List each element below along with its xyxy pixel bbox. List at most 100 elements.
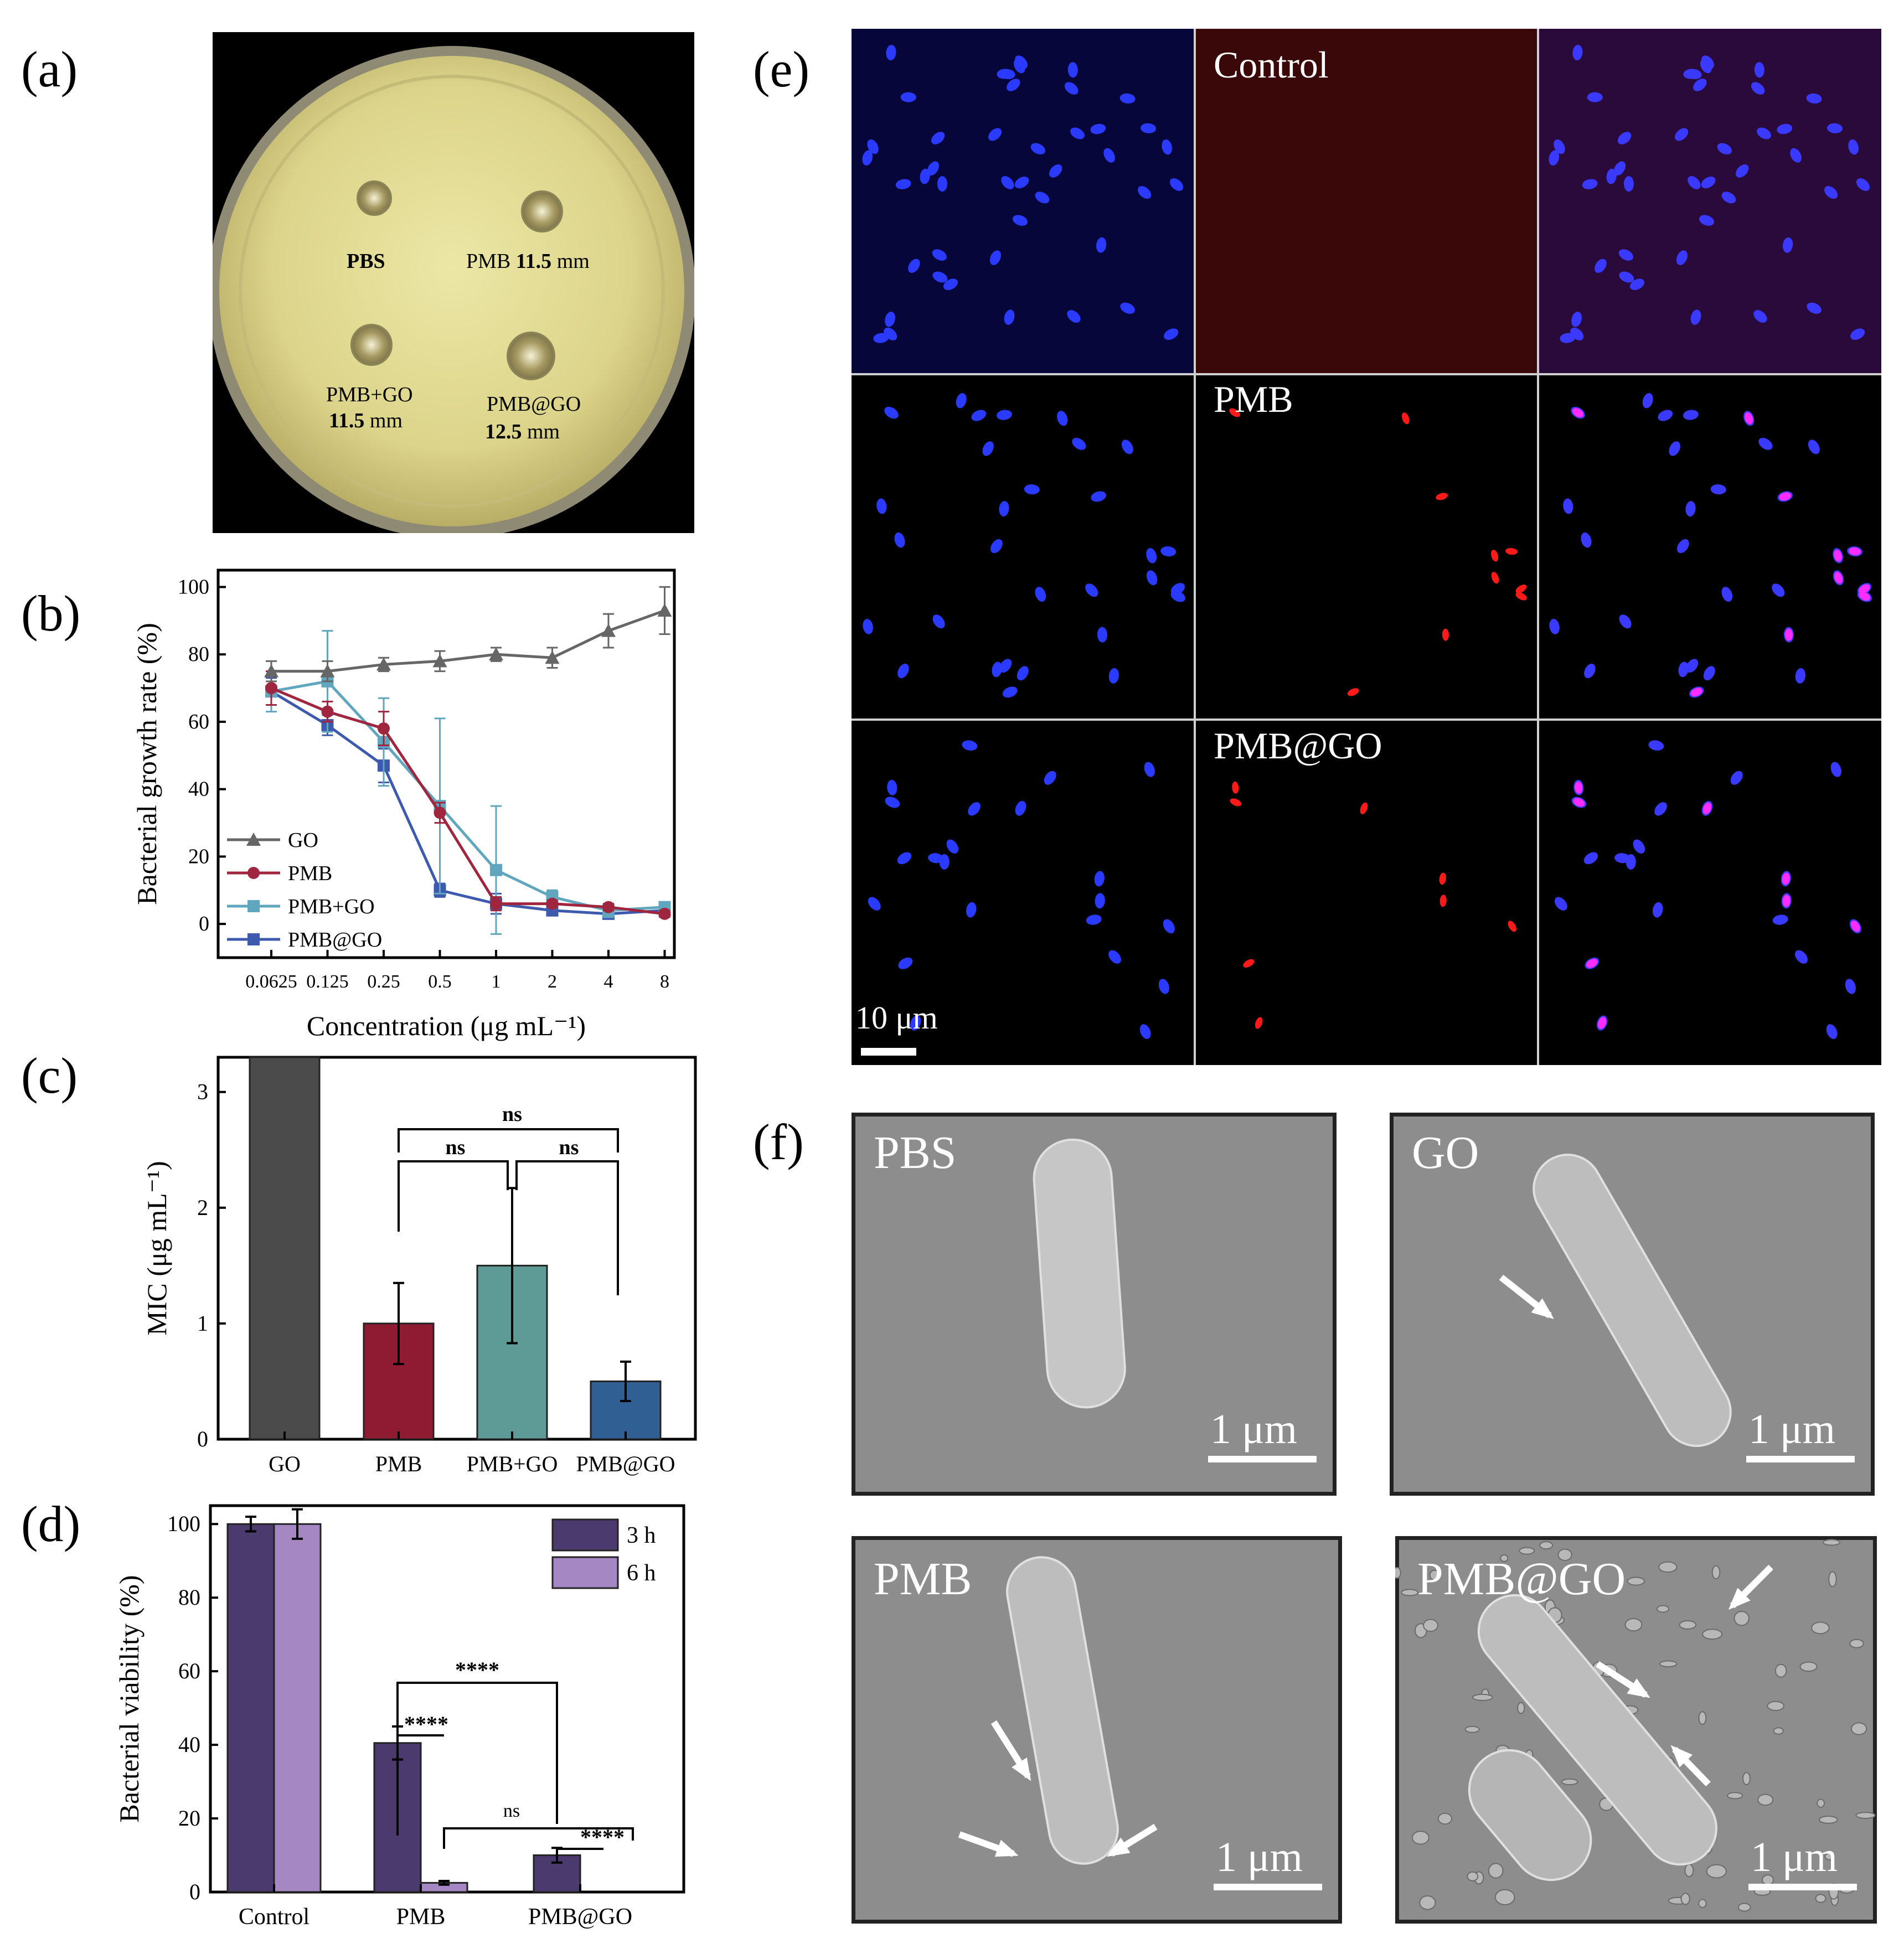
legend-label: GO xyxy=(288,829,318,852)
data-point xyxy=(434,807,446,819)
fluor-row-label-pmb: PMB xyxy=(1214,378,1293,420)
bacterium-merge xyxy=(1795,950,1808,964)
sig-bracket xyxy=(443,1827,634,1849)
go-particle xyxy=(1423,1619,1438,1632)
bacterium-merge xyxy=(1826,1024,1838,1039)
sem-label: GO xyxy=(1412,1127,1479,1178)
bacterium-blue xyxy=(894,533,905,548)
bacterium-blue xyxy=(971,410,987,421)
bacterium-merge xyxy=(1753,310,1767,323)
bacterium-blue xyxy=(1091,491,1106,502)
bacterium-blue xyxy=(1014,59,1025,74)
bacterium-blue xyxy=(1103,148,1115,163)
bacterium-merge xyxy=(1700,59,1712,74)
bacterium-merge xyxy=(1730,771,1743,785)
bacterium-merge xyxy=(1587,92,1603,102)
bacterium-dead-merge xyxy=(1782,895,1791,907)
bacterium-red xyxy=(1402,412,1410,425)
bacterium-merge xyxy=(1581,533,1592,548)
bacterium-merge xyxy=(1758,437,1773,450)
go-particle xyxy=(1824,1852,1835,1860)
bar-Control-3 h xyxy=(226,1523,275,1893)
bacterium-merge xyxy=(1669,441,1680,456)
bacterium-blue xyxy=(968,802,981,816)
sem-micrograph: GO 1 μm xyxy=(1390,1113,1875,1496)
sem-scale-label: 1 μm xyxy=(1751,1834,1838,1880)
sem-scale-bar xyxy=(1214,1884,1322,1890)
bacterium-blue xyxy=(920,168,930,184)
bacterium-cell xyxy=(1006,1556,1119,1865)
go-particle xyxy=(1429,1569,1440,1581)
damage-arrow-head xyxy=(1107,1837,1131,1857)
bacterium-blue xyxy=(897,852,912,865)
go-particle xyxy=(1698,1899,1707,1908)
bacterium-merge xyxy=(1808,440,1820,454)
bacterium-blue xyxy=(1004,309,1015,325)
bacterium-blue xyxy=(997,410,1012,420)
legend-label: PMB xyxy=(288,862,332,885)
go-particle xyxy=(1737,1903,1751,1912)
bacterium-merge xyxy=(1782,237,1793,253)
bacterium-blue xyxy=(1017,666,1029,681)
bacterium-blue xyxy=(1044,771,1056,785)
bacterium-merge xyxy=(1619,614,1632,629)
bacterium-merge xyxy=(1676,250,1688,265)
bacterium-merge xyxy=(1848,139,1859,155)
bacterium-blue xyxy=(1169,178,1184,191)
sem-micrograph: PMB@GO 1 μm xyxy=(1395,1536,1877,1924)
y-axis-title: Bacterial growth rate (%) xyxy=(131,623,162,904)
go-particle xyxy=(1467,1871,1479,1882)
fluor-scale-label: 10 μm xyxy=(855,1000,938,1036)
bacterium-merge xyxy=(1856,178,1870,191)
bacterium-blue xyxy=(946,839,959,854)
bacterium-merge xyxy=(1703,666,1715,681)
damage-arrow-head xyxy=(1728,1588,1751,1610)
zone-unit: mm xyxy=(556,250,590,273)
go-particle xyxy=(1488,1863,1504,1879)
y-tick-label: 20 xyxy=(188,845,209,868)
bacterium-merge xyxy=(1653,902,1663,918)
bacterium-blue xyxy=(886,45,896,60)
bacterium-blue xyxy=(1064,82,1079,95)
y-tick-label: 2 xyxy=(197,1195,208,1220)
bacterium-blue xyxy=(1144,762,1155,777)
y-tick-label: 40 xyxy=(178,1732,200,1757)
bacterium-blue xyxy=(990,539,1003,554)
go-particle xyxy=(1811,1621,1830,1635)
bacterium-blue xyxy=(900,92,916,102)
bacterium-blue xyxy=(1146,548,1157,564)
data-point xyxy=(432,654,447,668)
bacterium-red xyxy=(1442,628,1449,641)
bacterium-blue xyxy=(1138,186,1152,199)
go-particle xyxy=(1437,1812,1453,1825)
bacterium-red xyxy=(1360,802,1368,814)
bacterium-merge xyxy=(1677,539,1689,554)
data-point xyxy=(601,623,616,637)
bacterium-blue xyxy=(966,902,977,918)
sig-bracket xyxy=(398,1128,619,1152)
bacterium-blue xyxy=(1015,800,1026,816)
bacterium-blue xyxy=(1094,871,1105,887)
sem-image-pmb-at-go: PMB@GO 1 μm xyxy=(1395,1536,1877,1924)
bacterium-dead-merge xyxy=(1834,572,1843,584)
bacterium-merge xyxy=(1754,62,1764,78)
y-axis-title: MIC (μg mL⁻¹) xyxy=(141,1161,172,1335)
bacterium-blue xyxy=(1030,143,1045,154)
plot-frame xyxy=(216,1056,697,1441)
fluorescence-grid xyxy=(852,29,1881,1065)
well-name: PMB xyxy=(466,250,511,273)
go-particle xyxy=(1411,1831,1430,1845)
sig-bracket xyxy=(396,1682,558,1836)
bacterium-dead-merge xyxy=(1572,408,1584,417)
go-particle xyxy=(1702,1629,1723,1640)
bacterium-merge xyxy=(1772,583,1785,597)
bacterium-blue xyxy=(931,132,945,144)
go-particle xyxy=(1561,1778,1578,1786)
sem-image-go: GO 1 μm xyxy=(1390,1113,1875,1496)
sem-image-pbs: PBS 1 μm xyxy=(852,1113,1337,1496)
bacterium-merge xyxy=(1850,328,1865,340)
bacterium-blue xyxy=(943,278,958,291)
bacterium-blue xyxy=(910,1015,921,1031)
go-particle xyxy=(1395,1567,1401,1579)
bacterium-dead-merge xyxy=(1690,688,1702,697)
